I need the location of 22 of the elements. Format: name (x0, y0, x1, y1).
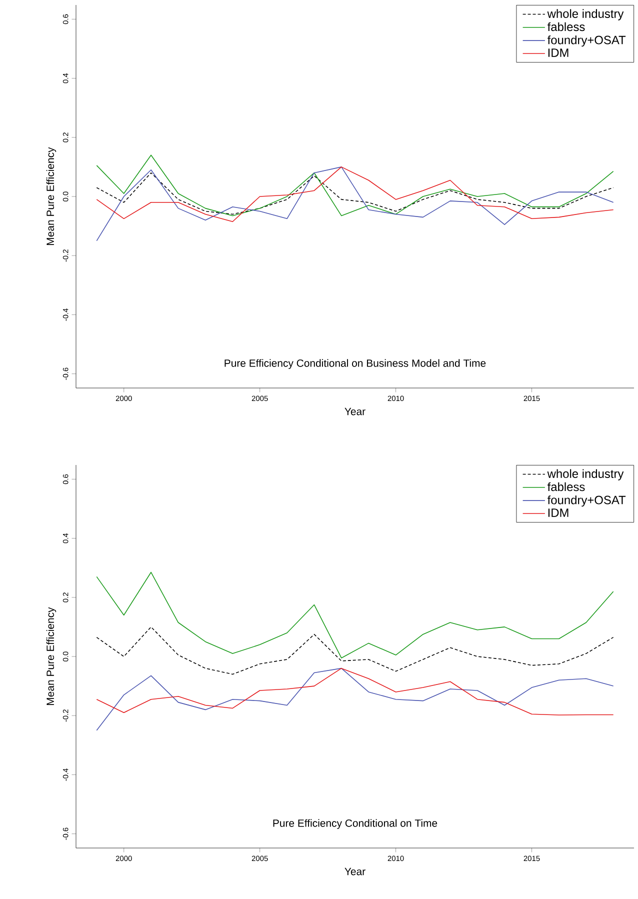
text: Pure Efficiency Conditional on Time (273, 819, 438, 829)
legend-label: fabless (547, 482, 585, 492)
line-series (96, 668, 614, 731)
line-series (96, 668, 614, 716)
line-series (96, 572, 614, 658)
y-axis-title: Mean Pure Efficiency (46, 147, 56, 245)
x-axis-title: Year (344, 868, 366, 876)
legend-label: IDM (548, 48, 568, 57)
line-series (96, 626, 614, 675)
legend-label: whole industry (547, 9, 624, 20)
legend-label: IDM (548, 508, 568, 517)
legend-label: fabless (547, 22, 585, 32)
line-series (96, 154, 614, 216)
line-series (96, 172, 614, 215)
text: Pure Efficiency Conditional on Business Model and Time (224, 359, 486, 369)
x-axis-title: Year (344, 408, 366, 416)
line-series (96, 166, 614, 242)
line-series (96, 166, 614, 222)
y-axis-title: Mean Pure Efficiency (46, 607, 56, 705)
legend-label: foundry+OSAT (547, 35, 626, 47)
legend-label: whole industry (547, 469, 624, 480)
legend-label: foundry+OSAT (547, 495, 626, 507)
